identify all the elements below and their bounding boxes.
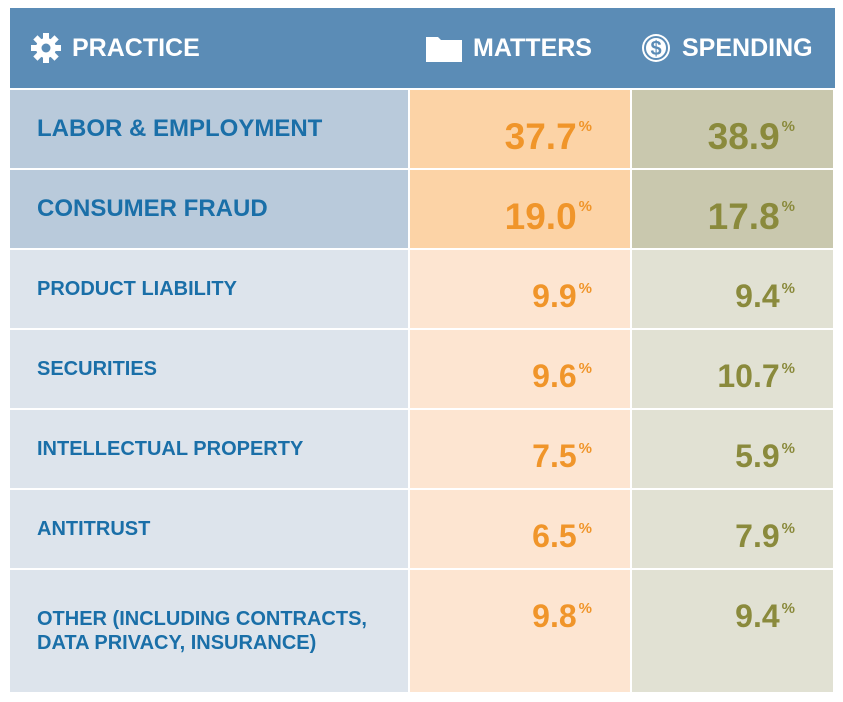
percent-sign: %: [781, 280, 795, 297]
spending-value: 17.8: [707, 196, 780, 237]
matters-cell: 37.7%: [410, 90, 632, 170]
practice-cell: INTELLECTUAL PROPERTY: [10, 410, 410, 490]
spending-cell: 9.4%: [632, 570, 835, 694]
matters-value: 6.5: [532, 518, 577, 554]
spending-cell: 38.9%: [632, 90, 835, 170]
spending-value: 10.7: [717, 358, 780, 394]
percent-sign: %: [781, 600, 795, 617]
percent-sign: %: [578, 280, 592, 297]
spending-value: 7.9: [735, 518, 780, 554]
matters-cell: 9.9%: [410, 250, 632, 330]
column-header: MATTERS: [473, 33, 592, 62]
matters-value: 19.0: [504, 196, 577, 237]
spending-value: 9.4: [735, 278, 780, 314]
matters-value: 37.7: [504, 116, 577, 157]
header-matters: MATTERS: [425, 8, 592, 88]
percent-sign: %: [578, 440, 592, 457]
matters-cell: 7.5%: [410, 410, 632, 490]
matters-cell: 19.0%: [410, 170, 632, 250]
matters-value: 9.9: [532, 278, 577, 314]
practice-cell: PRODUCT LIABILITY: [10, 250, 410, 330]
percent-sign: %: [578, 520, 592, 537]
practice-cell: OTHER (INCLUDING CONTRACTS, DATA PRIVACY…: [10, 570, 410, 694]
practice-cell: SECURITIES: [10, 330, 410, 410]
matters-value: 7.5: [532, 438, 577, 474]
matters-cell: 9.6%: [410, 330, 632, 410]
percent-sign: %: [578, 198, 592, 215]
spending-value: 9.4: [735, 598, 780, 634]
matters-cell: 9.8%: [410, 570, 632, 694]
percent-sign: %: [578, 360, 592, 377]
percent-sign: %: [781, 440, 795, 457]
matters-cell: 6.5%: [410, 490, 632, 570]
practice-cell: CONSUMER FRAUD: [10, 170, 410, 250]
spending-value: 38.9: [707, 116, 780, 157]
gear-icon: [31, 33, 61, 63]
column-header: PRACTICE: [72, 33, 200, 62]
percent-sign: %: [578, 118, 592, 135]
percent-sign: %: [578, 600, 592, 617]
practice-cell: ANTITRUST: [10, 490, 410, 570]
spending-cell: 7.9%: [632, 490, 835, 570]
folder-icon: [426, 37, 462, 62]
spending-value: 5.9: [735, 438, 780, 474]
matters-value: 9.8: [532, 598, 577, 634]
spending-cell: 9.4%: [632, 250, 835, 330]
matters-value: 9.6: [532, 358, 577, 394]
header-spending: $ SPENDING: [640, 8, 813, 88]
spending-cell: 5.9%: [632, 410, 835, 490]
practice-cell: LABOR & EMPLOYMENT: [10, 90, 410, 170]
header-practice: PRACTICE: [30, 8, 200, 88]
percent-sign: %: [781, 198, 795, 215]
percent-sign: %: [781, 118, 795, 135]
percent-sign: %: [781, 360, 795, 377]
dollar-icon: $: [642, 34, 670, 62]
svg-text:$: $: [650, 38, 661, 60]
spending-cell: 17.8%: [632, 170, 835, 250]
percent-sign: %: [781, 520, 795, 537]
column-header: SPENDING: [682, 33, 813, 62]
header-bar: [10, 8, 835, 88]
spending-cell: 10.7%: [632, 330, 835, 410]
